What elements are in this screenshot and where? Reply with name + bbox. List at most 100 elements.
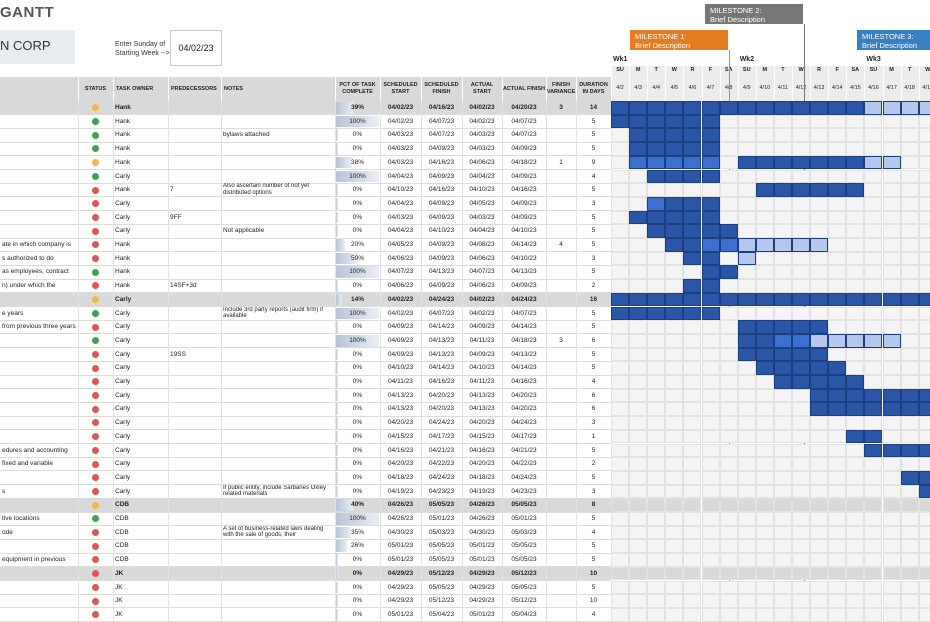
milestone-3-flag[interactable]: MILESTONE 3: Brief Description [857, 30, 930, 50]
status-dot[interactable] [92, 446, 99, 454]
gantt-bar-cell [719, 238, 738, 252]
cell-notes: A set of business-related laws dealing w… [223, 525, 324, 539]
page-title: GANTT [0, 4, 55, 21]
status-dot[interactable] [92, 200, 99, 208]
cell-ss: 04/06/23 [387, 254, 414, 262]
status-dot[interactable] [92, 227, 99, 235]
cell-af: 04/07/23 [511, 117, 537, 125]
gantt-cell [665, 320, 684, 334]
status-dot[interactable] [92, 213, 99, 221]
cell-divider [576, 114, 577, 129]
cell-divider [546, 594, 547, 608]
status-dot[interactable] [92, 460, 99, 468]
pct-progress-bar [336, 156, 353, 169]
cell-ss: 04/02/23 [387, 295, 414, 303]
week-start-input[interactable]: 04/02/23 [170, 30, 222, 66]
milestone-2-flag[interactable]: MILESTONE 2: Brief Description [705, 4, 803, 24]
status-dot[interactable] [92, 487, 99, 495]
status-dot[interactable] [92, 364, 99, 372]
cell-divider [113, 484, 114, 499]
gantt-cell [665, 183, 684, 197]
cell-divider [78, 566, 79, 581]
column-header-status[interactable]: STATUS [84, 85, 107, 92]
cell-divider [113, 525, 114, 540]
status-dot[interactable] [92, 501, 99, 509]
cell-pct: 0% [352, 364, 363, 372]
gantt-bar-cell [737, 101, 756, 115]
status-dot[interactable] [92, 597, 99, 605]
cell-divider [380, 196, 381, 211]
cell-divider [168, 238, 169, 252]
gantt-cell [755, 470, 774, 485]
gantt-cell [864, 594, 883, 608]
status-dot[interactable] [92, 282, 99, 290]
column-header-sf[interactable]: SCHEDULED FINISH [424, 82, 459, 95]
cell-divider [546, 498, 547, 512]
status-dot[interactable] [92, 583, 99, 591]
status-dot[interactable] [92, 405, 99, 413]
column-header-as[interactable]: ACTUAL START [470, 82, 494, 95]
status-dot[interactable] [92, 309, 99, 317]
status-dot[interactable] [92, 268, 99, 276]
cell-divider [335, 210, 336, 225]
status-dot[interactable] [92, 145, 99, 153]
status-dot[interactable] [92, 323, 99, 331]
status-dot[interactable] [92, 350, 99, 358]
status-dot[interactable] [92, 172, 99, 180]
status-dot[interactable] [92, 419, 99, 427]
status-dot[interactable] [92, 570, 99, 578]
status-dot[interactable] [92, 186, 99, 194]
milestone-1-flag[interactable]: MILESTONE 1: Brief Description [630, 30, 728, 50]
status-dot[interactable] [92, 556, 99, 564]
status-dot[interactable] [92, 515, 99, 523]
cell-divider [380, 539, 381, 554]
status-dot[interactable] [92, 529, 99, 536]
status-dot[interactable] [92, 118, 99, 125]
gantt-cell [629, 347, 648, 362]
gantt-cell [792, 279, 811, 293]
column-header-pct[interactable]: PCT OF TASK COMPLETE [339, 82, 376, 95]
cell-divider [335, 333, 336, 348]
cell-divider [546, 361, 547, 375]
status-dot[interactable] [92, 296, 99, 304]
cell-divider [78, 251, 79, 266]
column-header-var[interactable]: FINISH VARIANCE [546, 82, 576, 95]
status-dot[interactable] [92, 433, 99, 441]
status-dot[interactable] [92, 542, 99, 550]
status-dot[interactable] [92, 337, 99, 345]
status-dot[interactable] [92, 159, 99, 167]
status-dot[interactable] [92, 611, 99, 619]
cell-af: 04/23/23 [511, 487, 537, 495]
row-border [0, 415, 611, 417]
status-dot[interactable] [92, 131, 99, 139]
status-dot[interactable] [92, 392, 99, 399]
cell-dur: 1 [591, 432, 596, 440]
gantt-cell [882, 470, 901, 485]
cell-divider [168, 306, 169, 321]
cell-ss: 04/11/23 [388, 378, 413, 385]
gantt-cell [665, 333, 684, 348]
gantt-cell [864, 196, 883, 211]
column-header-notes[interactable]: NOTES [224, 85, 243, 92]
gantt-cell [900, 196, 919, 211]
status-dot[interactable] [92, 474, 99, 482]
cell-divider [502, 279, 503, 293]
status-dot[interactable] [92, 378, 99, 386]
column-header-owner[interactable]: TASK OWNER [116, 85, 154, 92]
column-header-ss[interactable]: SCHEDULED START [383, 82, 418, 95]
gantt-cell [828, 553, 847, 567]
column-header-af[interactable]: ACTUAL FINISH [502, 85, 546, 92]
cell-divider [576, 594, 577, 608]
column-header-pred[interactable]: PREDECESSORS [171, 85, 217, 92]
status-dot[interactable] [92, 104, 99, 112]
date-label: 4/6 [688, 85, 697, 91]
cell-divider [168, 265, 169, 280]
status-dot[interactable] [92, 241, 99, 249]
status-dot[interactable] [92, 255, 99, 262]
cell-pct: 26% [350, 542, 364, 550]
gantt-bar-cell [773, 183, 792, 197]
cell-divider [576, 607, 577, 622]
gantt-cell [828, 594, 847, 608]
column-header-dur[interactable]: DURATION IN DAYS [579, 82, 608, 95]
gantt-cell [792, 402, 811, 417]
